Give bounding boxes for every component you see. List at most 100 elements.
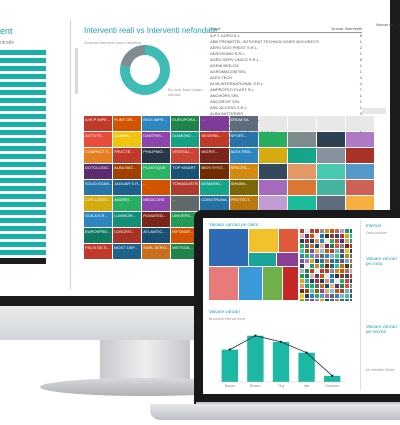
laptop-mosaic-cell[interactable] xyxy=(310,239,314,243)
left-bar[interactable] xyxy=(0,186,46,191)
left-bar[interactable] xyxy=(0,90,46,95)
table-row[interactable]: AERO DOO PREST S.R.L. 2 xyxy=(210,45,362,51)
laptop-mosaic-cell[interactable] xyxy=(340,284,344,288)
treemap-cell[interactable]: JAGUAR S.R... xyxy=(113,180,142,195)
laptop-mosaic-cell[interactable] xyxy=(330,294,334,298)
laptop-mosaic-cell[interactable] xyxy=(340,229,344,233)
laptop-mosaic-cell[interactable] xyxy=(300,249,304,253)
left-bar[interactable] xyxy=(0,130,46,135)
laptop-mosaic-cell[interactable] xyxy=(315,289,319,293)
laptop-treemap-cell[interactable] xyxy=(209,229,248,266)
donut-slice-nefondate[interactable] xyxy=(120,45,170,95)
treemap-cell[interactable] xyxy=(258,164,287,179)
laptop-mosaic-cell[interactable] xyxy=(325,284,329,288)
laptop-mosaic-cell[interactable] xyxy=(335,244,339,248)
laptop-mosaic-cell[interactable] xyxy=(345,229,349,233)
laptop-mosaic-cell[interactable] xyxy=(340,234,344,238)
left-bar[interactable] xyxy=(0,98,46,103)
laptop-mosaic-cell[interactable] xyxy=(315,244,319,248)
treemap-cell[interactable]: SEVERN... xyxy=(200,132,229,147)
laptop-mosaic-cell[interactable] xyxy=(305,249,309,253)
treemap-cell[interactable]: AUTOTE... xyxy=(84,132,113,147)
laptop-mosaic-cell[interactable] xyxy=(350,229,352,233)
laptop-mosaic-cell[interactable] xyxy=(340,269,344,273)
laptop-mosaic-cell[interactable] xyxy=(315,239,319,243)
laptop-mosaic-cell[interactable] xyxy=(310,244,314,248)
table-row[interactable]: AMPROTEO PLAST S.L. 7 xyxy=(210,87,362,93)
table-row[interactable]: AGROMACOM SRL 1 xyxy=(210,69,362,75)
table-row[interactable]: A.P.T. AGRO S.L 8 xyxy=(210,33,362,39)
laptop-mosaic-cell[interactable] xyxy=(345,239,349,243)
laptop-mosaic-cell[interactable] xyxy=(300,279,304,283)
left-bar[interactable] xyxy=(0,194,46,199)
treemap-cell[interactable]: LUMISOR... xyxy=(113,212,142,227)
laptop-mosaic-cell[interactable] xyxy=(325,294,329,298)
laptop-mosaic-cell[interactable] xyxy=(315,279,319,283)
table-row[interactable]: AGRIA BIOLOG 1 xyxy=(210,63,362,69)
laptop-mosaic-cell[interactable] xyxy=(345,259,349,263)
treemap-cell[interactable]: ... xyxy=(200,116,229,131)
treemap-cell[interactable]: WIZRIT... xyxy=(200,148,229,163)
chart-bar[interactable] xyxy=(324,375,341,382)
laptop-mosaic-cell[interactable] xyxy=(300,284,304,288)
treemap-cell[interactable] xyxy=(258,116,287,131)
laptop-treemap-cell[interactable] xyxy=(239,267,262,300)
laptop-mosaic-cell[interactable] xyxy=(340,254,344,258)
laptop-treemap-cell[interactable] xyxy=(209,267,238,300)
treemap-cell[interactable]: MOST DEP... xyxy=(113,244,142,259)
laptop-mosaic-cell[interactable] xyxy=(320,264,324,268)
table-row[interactable]: ANCOROIT SRL 1 xyxy=(210,99,362,105)
chart-line-point[interactable] xyxy=(279,340,283,344)
left-bar[interactable] xyxy=(0,106,46,111)
laptop-mosaic-cell[interactable] xyxy=(315,249,319,253)
laptop-mosaic-cell[interactable] xyxy=(350,289,352,293)
laptop-mosaic-cell[interactable] xyxy=(335,264,339,268)
treemap-cell[interactable] xyxy=(287,196,316,211)
left-bar[interactable] xyxy=(0,74,46,79)
left-bar[interactable] xyxy=(0,154,46,159)
treemap-cell[interactable]: BIOS IMPE... xyxy=(142,116,171,131)
laptop-mosaic-cell[interactable] xyxy=(330,254,334,258)
laptop-treemap-cell[interactable] xyxy=(249,229,278,252)
laptop-mosaic-cell[interactable] xyxy=(340,279,344,283)
laptop-mosaic-cell[interactable] xyxy=(320,279,324,283)
laptop-treemap[interactable] xyxy=(209,229,299,301)
treemap-cell[interactable] xyxy=(316,148,345,163)
treemap-cell[interactable]: ALBA BAT... xyxy=(113,164,142,179)
laptop-mosaic-cell[interactable] xyxy=(335,254,339,258)
laptop-mosaic-cell[interactable] xyxy=(325,279,329,283)
laptop-mosaic-cell[interactable] xyxy=(320,239,324,243)
laptop-mosaic-cell[interactable] xyxy=(315,234,319,238)
left-bar[interactable] xyxy=(0,138,46,143)
treemap-cell[interactable] xyxy=(316,116,345,131)
treemap-cell[interactable]: SHIVAN... xyxy=(229,180,258,195)
laptop-mosaic-cell[interactable] xyxy=(345,274,349,278)
laptop-mosaic-cell[interactable] xyxy=(300,299,304,301)
laptop-mosaic-cell[interactable] xyxy=(340,264,344,268)
treemap-cell[interactable]: OAMEN... xyxy=(113,132,142,147)
left-bar[interactable] xyxy=(0,202,46,207)
laptop-mosaic-cell[interactable] xyxy=(325,249,329,253)
treemap-cell[interactable]: ATLANTIC... xyxy=(142,228,171,243)
laptop-mosaic-cell[interactable] xyxy=(345,244,349,248)
laptop-mosaic-cell[interactable] xyxy=(300,254,304,258)
treemap-cell[interactable] xyxy=(316,164,345,179)
laptop-mosaic-cell[interactable] xyxy=(320,254,324,258)
treemap-cell[interactable]: DANTRIS... xyxy=(142,132,171,147)
treemap-cell[interactable]: DOTOLOGIC xyxy=(84,164,113,179)
laptop-mosaic-cell[interactable] xyxy=(310,259,314,263)
treemap-cell[interactable] xyxy=(258,148,287,163)
laptop-mosaic-cell[interactable] xyxy=(320,299,324,301)
laptop-mosaic-cell[interactable] xyxy=(345,299,349,301)
treemap-cell[interactable] xyxy=(345,116,374,131)
col-client[interactable]: Client xyxy=(210,26,221,31)
donut-scrollbar[interactable] xyxy=(75,48,78,94)
treemap-cell[interactable]: ANDREI... xyxy=(113,196,142,211)
treemap-cell[interactable]: TOP KIBART xyxy=(171,164,200,179)
laptop-mosaic-cell[interactable] xyxy=(300,294,304,298)
treemap-cell[interactable]: FELIX DE S... xyxy=(84,244,113,259)
treemap-cell[interactable] xyxy=(345,196,374,211)
laptop-mosaic-cell[interactable] xyxy=(340,249,344,253)
laptop-mosaic-cell[interactable] xyxy=(330,259,334,263)
laptop-mosaic-cell[interactable] xyxy=(335,299,339,301)
